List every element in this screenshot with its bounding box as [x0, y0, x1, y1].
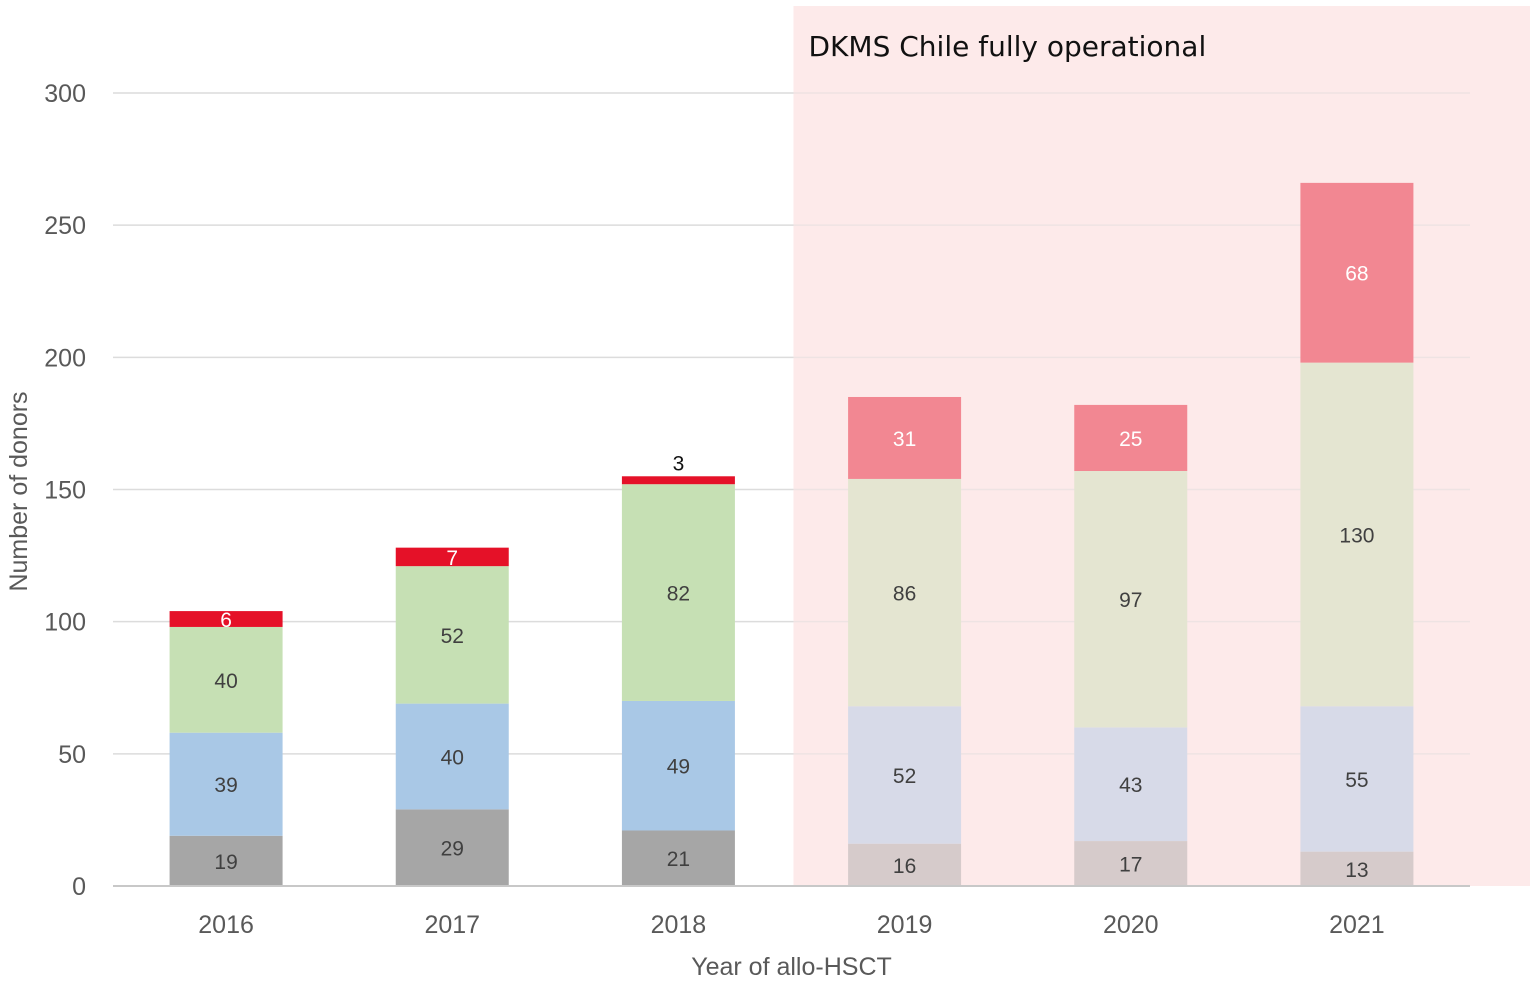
- y-tick-label: 50: [58, 741, 86, 769]
- data-label: 40: [441, 746, 464, 769]
- y-tick-label: 0: [72, 873, 86, 901]
- data-label: 49: [667, 756, 690, 779]
- data-label: 3: [673, 452, 685, 475]
- highlight-annotation: DKMS Chile fully operational: [809, 30, 1207, 63]
- x-tick-label: 2016: [198, 911, 254, 939]
- x-tick-label: 2020: [1103, 911, 1159, 939]
- data-label: 82: [667, 583, 690, 606]
- data-label: 6: [220, 609, 232, 632]
- bar-segment-2017-1: [395, 809, 509, 886]
- y-tick-label: 150: [44, 477, 86, 505]
- highlight-overlay: [793, 6, 1530, 886]
- bar-segment-2016-3: [169, 626, 283, 733]
- bar-segment-2018-3: [621, 484, 735, 701]
- data-label: 31: [893, 428, 916, 451]
- data-label: 19: [214, 851, 237, 874]
- y-tick-label: 100: [44, 609, 86, 637]
- y-axis-title: Number of donors: [5, 391, 33, 591]
- bar-segment-2016-4: [169, 611, 283, 627]
- bar-segment-2018-1: [621, 830, 735, 886]
- data-label: 25: [1119, 428, 1142, 451]
- data-label: 21: [667, 848, 690, 871]
- y-tick-label: 200: [44, 344, 86, 372]
- data-label: 52: [441, 625, 464, 648]
- data-labels: 19 39 40 6 29 40 52 7 21 49 82 3 16 52 86 31 17 43 97 25 13 5…: [214, 263, 1374, 882]
- data-label: 40: [214, 670, 237, 693]
- y-tick-label: 300: [44, 80, 86, 108]
- x-tick-label: 2021: [1329, 911, 1385, 939]
- data-label: 68: [1345, 263, 1368, 286]
- bar-segment-2017-3: [395, 566, 509, 704]
- x-tick-label: 2017: [424, 911, 480, 939]
- data-label: 16: [893, 855, 916, 878]
- data-label: 29: [441, 838, 464, 861]
- bar-segment-2016-2: [169, 732, 283, 836]
- bar-segment-2018-4: [621, 476, 735, 485]
- data-label: 130: [1339, 524, 1374, 547]
- data-label: 39: [214, 774, 237, 797]
- x-axis-title: Year of allo-HSCT: [691, 953, 892, 981]
- data-label: 43: [1119, 774, 1142, 797]
- data-label: 52: [893, 765, 916, 788]
- data-label: 7: [446, 547, 458, 570]
- data-label: 17: [1119, 854, 1142, 877]
- x-tick-label: 2018: [651, 911, 707, 939]
- x-tick-label: 2019: [877, 911, 933, 939]
- bar-segment-2018-2: [621, 700, 735, 831]
- data-label: 13: [1345, 859, 1368, 882]
- data-label: 97: [1119, 589, 1142, 612]
- data-label: 86: [893, 583, 916, 606]
- y-axis-ticks: 0 50 100 150 200 250 300: [44, 80, 86, 901]
- data-label: 55: [1345, 769, 1368, 792]
- x-axis-ticks: 2016 2017 2018 2019 2020 2021: [198, 911, 1384, 939]
- bar-segment-2016-1: [169, 835, 283, 886]
- bar-segment-2017-2: [395, 703, 509, 810]
- bar-segment-2017-4: [395, 547, 509, 567]
- y-tick-label: 250: [44, 212, 86, 240]
